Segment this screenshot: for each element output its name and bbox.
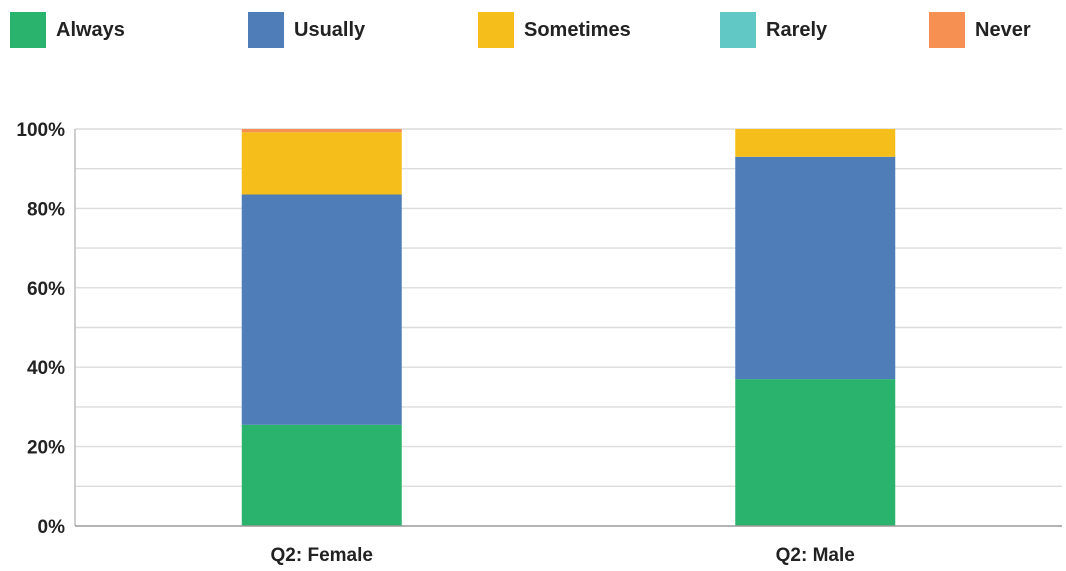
legend-item-always: Always xyxy=(10,12,125,48)
legend-label-rarely: Rarely xyxy=(766,18,828,41)
bar-stacks xyxy=(241,129,896,526)
y-tick-label: 100% xyxy=(16,120,65,141)
bar-segment-usually-q2-male xyxy=(735,156,896,380)
gridlines xyxy=(75,128,1062,487)
bar-segment-never-q2-female xyxy=(241,129,402,133)
legend-label-always: Always xyxy=(56,18,125,41)
x-category-labels: Q2: Female Q2: Male xyxy=(271,545,855,566)
y-tick-label: 80% xyxy=(27,199,65,220)
bar-segment-usually-q2-female xyxy=(241,194,402,425)
y-tick-labels: 0% 20% 40% 60% 80% 100% xyxy=(16,120,65,538)
y-tick-label: 20% xyxy=(27,438,65,459)
legend-item-rarely: Rarely xyxy=(720,12,827,48)
axes xyxy=(74,129,1062,527)
bar-segment-sometimes-q2-male xyxy=(735,129,896,157)
legend-label-usually: Usually xyxy=(294,18,366,41)
legend-swatch-usually xyxy=(248,12,284,48)
x-category-label: Q2: Male xyxy=(776,545,855,566)
legend-label-sometimes: Sometimes xyxy=(524,18,631,41)
y-tick-label: 40% xyxy=(27,358,65,379)
chart-legend: Always Usually Sometimes Rarely Never xyxy=(0,0,1066,60)
legend-swatch-rarely xyxy=(720,12,756,48)
legend-swatch-always xyxy=(10,12,46,48)
x-category-label: Q2: Female xyxy=(271,545,373,566)
y-tick-label: 60% xyxy=(27,279,65,300)
legend-item-sometimes: Sometimes xyxy=(478,12,631,48)
legend-label-never: Never xyxy=(975,18,1031,41)
legend-item-never: Never xyxy=(929,12,1031,48)
bar-segment-always-q2-female xyxy=(241,424,402,526)
legend-swatch-sometimes xyxy=(478,12,514,48)
bar-segment-sometimes-q2-female xyxy=(241,132,402,195)
legend-item-usually: Usually xyxy=(248,12,365,48)
bar-segment-always-q2-male xyxy=(735,379,896,526)
legend-swatch-never xyxy=(929,12,965,48)
y-tick-label: 0% xyxy=(38,517,66,538)
